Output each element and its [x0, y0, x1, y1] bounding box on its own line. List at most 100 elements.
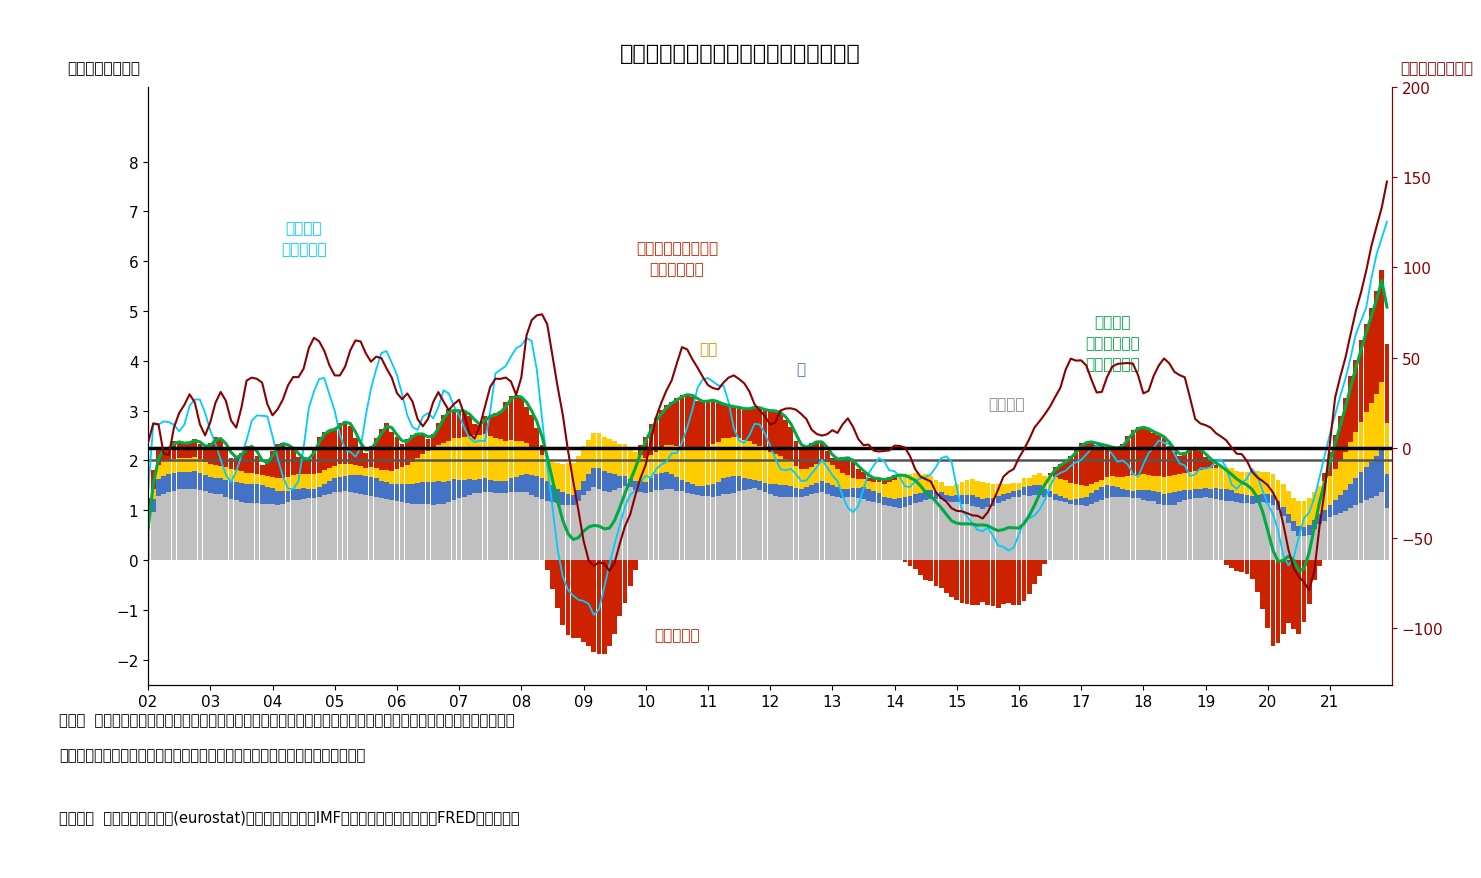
Bar: [1358, 503, 1364, 560]
Bar: [1188, 500, 1192, 560]
Bar: [249, 448, 255, 474]
Bar: [1006, 485, 1012, 493]
Bar: [881, 506, 887, 560]
Bar: [151, 500, 156, 513]
Bar: [1146, 491, 1151, 501]
Bar: [275, 479, 280, 491]
Bar: [342, 422, 348, 464]
Bar: [498, 481, 504, 493]
Bar: [456, 480, 462, 499]
Bar: [995, 560, 1001, 608]
Bar: [363, 453, 369, 468]
Bar: [815, 442, 819, 464]
Bar: [431, 505, 435, 560]
Bar: [1337, 416, 1343, 462]
Bar: [788, 461, 794, 486]
Bar: [960, 496, 964, 504]
Bar: [995, 504, 1001, 560]
Bar: [918, 493, 923, 502]
Bar: [394, 485, 400, 501]
Bar: [632, 452, 638, 482]
Bar: [1032, 560, 1037, 585]
Bar: [1385, 474, 1389, 508]
Bar: [773, 497, 778, 560]
Bar: [1354, 433, 1358, 479]
Bar: [960, 560, 964, 603]
Bar: [794, 489, 798, 498]
Bar: [498, 412, 504, 440]
Bar: [653, 453, 659, 475]
Bar: [1271, 560, 1275, 647]
Bar: [238, 471, 244, 484]
Bar: [715, 404, 721, 443]
Bar: [809, 468, 815, 486]
Bar: [342, 492, 348, 560]
Bar: [721, 438, 726, 479]
Bar: [1043, 489, 1047, 497]
Bar: [1333, 515, 1337, 560]
Bar: [622, 486, 628, 560]
Bar: [1089, 485, 1094, 493]
Bar: [1068, 484, 1074, 500]
Bar: [1188, 490, 1192, 500]
Bar: [701, 403, 705, 450]
Bar: [1234, 503, 1240, 560]
Text: 財: 財: [797, 362, 806, 377]
Bar: [846, 490, 850, 498]
Bar: [618, 560, 622, 616]
Bar: [1364, 325, 1368, 412]
Bar: [912, 560, 918, 569]
Bar: [224, 468, 228, 480]
Text: （前年同月比％）: （前年同月比％）: [1400, 61, 1474, 76]
Bar: [632, 491, 638, 560]
Bar: [1105, 448, 1109, 477]
Bar: [342, 476, 348, 492]
Bar: [1348, 443, 1354, 485]
Bar: [1306, 525, 1312, 535]
Bar: [1177, 492, 1182, 502]
Bar: [1099, 480, 1105, 487]
Bar: [887, 478, 892, 482]
Bar: [1126, 436, 1130, 476]
Bar: [384, 423, 390, 471]
Bar: [1286, 492, 1291, 515]
Bar: [1343, 511, 1348, 560]
Bar: [742, 479, 746, 491]
Bar: [1001, 494, 1006, 501]
Bar: [877, 493, 881, 503]
Bar: [1223, 490, 1229, 501]
Bar: [643, 483, 649, 493]
Bar: [819, 443, 825, 462]
Bar: [846, 498, 850, 560]
Bar: [1333, 469, 1337, 500]
Bar: [1022, 496, 1026, 560]
Bar: [892, 507, 897, 560]
Bar: [591, 487, 597, 560]
Bar: [265, 476, 270, 487]
Bar: [1053, 467, 1057, 477]
Bar: [352, 493, 358, 560]
Bar: [176, 490, 182, 560]
Bar: [1343, 491, 1348, 511]
Bar: [825, 494, 829, 560]
Bar: [1337, 495, 1343, 514]
Bar: [1006, 560, 1012, 604]
Bar: [773, 485, 778, 497]
Bar: [690, 450, 695, 485]
Bar: [275, 491, 280, 506]
Bar: [446, 481, 452, 502]
Bar: [1109, 498, 1115, 560]
Bar: [255, 503, 259, 560]
Bar: [918, 475, 923, 493]
Bar: [1126, 497, 1130, 560]
Bar: [379, 470, 384, 481]
Bar: [840, 490, 846, 499]
Bar: [1094, 491, 1099, 502]
Bar: [338, 423, 342, 464]
Bar: [1291, 531, 1296, 560]
Bar: [1198, 471, 1203, 489]
Bar: [228, 481, 234, 499]
Bar: [244, 485, 249, 503]
Bar: [607, 560, 612, 647]
Bar: [270, 489, 275, 505]
